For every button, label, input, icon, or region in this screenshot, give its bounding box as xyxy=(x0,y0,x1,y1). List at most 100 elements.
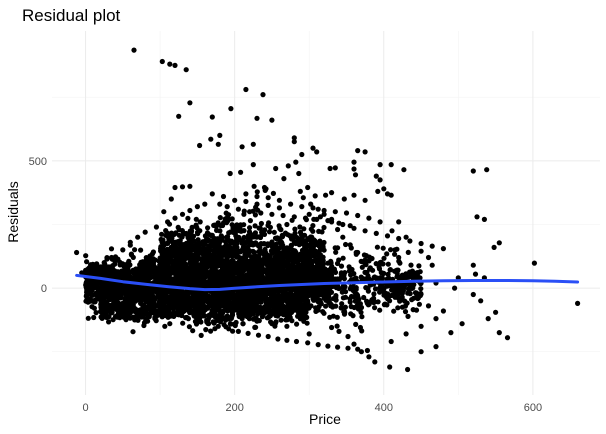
scatter-point xyxy=(260,92,266,98)
scatter-point xyxy=(265,308,271,314)
scatter-point xyxy=(217,253,223,259)
scatter-point xyxy=(271,229,277,235)
scatter-point xyxy=(312,193,318,199)
scatter-point xyxy=(425,303,432,309)
scatter-point xyxy=(269,239,275,245)
scatter-point xyxy=(256,274,262,280)
scatter-point xyxy=(389,228,395,234)
scatter-point xyxy=(114,305,120,311)
scatter-point xyxy=(400,287,406,293)
scatter-point xyxy=(95,279,102,285)
scatter-point xyxy=(155,311,161,317)
scatter-point xyxy=(138,268,144,274)
scatter-point xyxy=(412,290,419,296)
scatter-point xyxy=(111,298,117,304)
scatter-point xyxy=(388,247,394,253)
scatter-point xyxy=(108,308,114,314)
scatter-point xyxy=(108,246,115,252)
scatter-point xyxy=(197,219,203,225)
scatter-point xyxy=(144,261,150,267)
scatter-points xyxy=(74,47,581,373)
scatter-point xyxy=(303,238,309,244)
scatter-point xyxy=(267,286,273,293)
scatter-point xyxy=(255,270,261,276)
scatter-point xyxy=(373,230,379,236)
scatter-point xyxy=(269,117,275,123)
scatter-point xyxy=(159,311,165,317)
scatter-point xyxy=(332,276,338,282)
scatter-point xyxy=(135,234,141,240)
scatter-point xyxy=(124,291,130,297)
scatter-point xyxy=(232,322,238,329)
scatter-point xyxy=(296,272,302,278)
scatter-point xyxy=(220,316,226,322)
scatter-point xyxy=(181,244,187,251)
scatter-point xyxy=(328,289,335,295)
scatter-point xyxy=(377,219,383,225)
scatter-point xyxy=(364,347,370,354)
scatter-point xyxy=(151,300,157,306)
scatter-point xyxy=(175,304,181,311)
scatter-point xyxy=(373,173,379,179)
scatter-point xyxy=(387,267,393,273)
scatter-point xyxy=(229,216,235,222)
scatter-point xyxy=(79,270,85,276)
scatter-point xyxy=(243,198,249,205)
scatter-point xyxy=(127,315,133,321)
scatter-point xyxy=(294,277,300,284)
scatter-point xyxy=(195,310,201,316)
scatter-point xyxy=(138,298,144,304)
scatter-point xyxy=(377,162,383,168)
scatter-point xyxy=(208,328,214,334)
scatter-point xyxy=(377,259,383,266)
scatter-point xyxy=(237,249,243,255)
scatter-point xyxy=(166,237,172,243)
scatter-point xyxy=(243,191,249,197)
scatter-point xyxy=(262,187,268,193)
scatter-point xyxy=(311,216,317,222)
scatter-point xyxy=(305,299,311,305)
scatter-point xyxy=(380,245,386,251)
x-axis-label: Price xyxy=(309,411,341,427)
scatter-point xyxy=(291,139,297,145)
scatter-point xyxy=(235,206,241,212)
scatter-point xyxy=(343,210,350,216)
scatter-point xyxy=(217,228,223,234)
scatter-point xyxy=(105,285,111,291)
scatter-point xyxy=(185,215,191,221)
scatter-point xyxy=(295,256,301,262)
scatter-point xyxy=(187,100,193,106)
scatter-point xyxy=(201,312,207,318)
scatter-point xyxy=(147,306,153,312)
scatter-point xyxy=(88,291,94,297)
scatter-point xyxy=(323,303,329,309)
scatter-point xyxy=(284,337,290,343)
scatter-point xyxy=(303,259,309,265)
scatter-point xyxy=(351,166,357,172)
scatter-point xyxy=(367,265,373,271)
scatter-point xyxy=(165,308,171,314)
scatter-point xyxy=(304,248,310,254)
scatter-point xyxy=(279,234,286,240)
scatter-point xyxy=(402,309,409,315)
scatter-point xyxy=(266,229,273,235)
scatter-point xyxy=(159,231,165,237)
scatter-point xyxy=(228,301,234,308)
scatter-point xyxy=(299,204,305,210)
scatter-point xyxy=(260,274,266,280)
scatter-point xyxy=(236,268,242,275)
scatter-point xyxy=(239,144,245,150)
scatter-point xyxy=(341,196,347,202)
scatter-point xyxy=(122,295,128,301)
scatter-point xyxy=(176,257,183,263)
scatter-point xyxy=(117,284,123,290)
scatter-point xyxy=(255,299,261,305)
scatter-point xyxy=(83,253,89,259)
scatter-point xyxy=(310,145,316,151)
scatter-point xyxy=(259,314,265,320)
chart-title: Residual plot xyxy=(22,6,121,25)
scatter-point xyxy=(418,290,424,297)
scatter-point xyxy=(224,244,230,250)
scatter-point xyxy=(198,319,204,325)
scatter-point xyxy=(162,293,169,299)
